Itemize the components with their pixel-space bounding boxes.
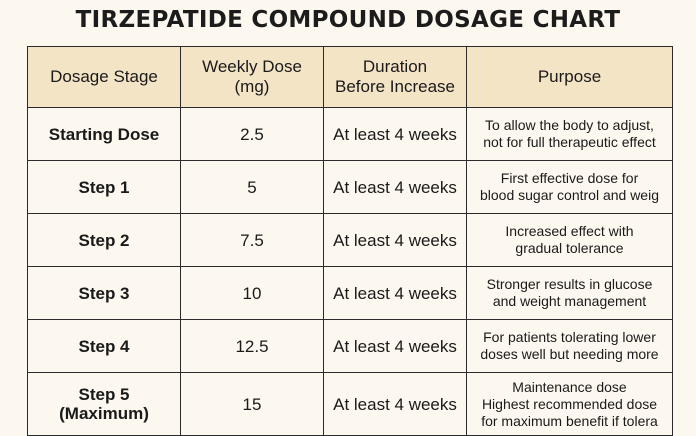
dosage-table: Dosage Stage Weekly Dose (mg) Duration B… (27, 46, 673, 436)
table-row: Step 1 5 At least 4 weeks First effectiv… (27, 160, 673, 214)
header-purpose: Purpose (466, 46, 673, 108)
header-duration: Duration Before Increase (323, 46, 467, 108)
duration-cell: At least 4 weeks (323, 107, 467, 161)
header-dosage-stage: Dosage Stage (27, 46, 181, 108)
table-row: Step 4 12.5 At least 4 weeks For patient… (27, 319, 673, 373)
duration-cell: At least 4 weeks (323, 372, 467, 436)
purpose-cell: Increased effect with gradual tolerance (466, 213, 673, 267)
stage-cell: Starting Dose (27, 107, 181, 161)
chart-title: TIRZEPATIDE COMPOUND DOSAGE CHART (75, 7, 621, 33)
duration-cell: At least 4 weeks (323, 213, 467, 267)
stage-cell: Step 2 (27, 213, 181, 267)
table-row: Step 5 (Maximum) 15 At least 4 weeks Mai… (27, 372, 673, 436)
stage-cell: Step 1 (27, 160, 181, 214)
dose-cell: 2.5 (180, 107, 324, 161)
purpose-cell: First effective dose for blood sugar con… (466, 160, 673, 214)
purpose-cell: Maintenance dose Highest recommended dos… (466, 372, 673, 436)
purpose-cell: To allow the body to adjust, not for ful… (466, 107, 673, 161)
duration-cell: At least 4 weeks (323, 266, 467, 320)
table-row: Step 3 10 At least 4 weeks Stronger resu… (27, 266, 673, 320)
dose-cell: 15 (180, 372, 324, 436)
duration-cell: At least 4 weeks (323, 319, 467, 373)
stage-cell: Step 3 (27, 266, 181, 320)
dose-cell: 5 (180, 160, 324, 214)
header-weekly-dose: Weekly Dose (mg) (180, 46, 324, 108)
table-row: Step 2 7.5 At least 4 weeks Increased ef… (27, 213, 673, 267)
duration-cell: At least 4 weeks (323, 160, 467, 214)
dose-cell: 10 (180, 266, 324, 320)
header-row: Dosage Stage Weekly Dose (mg) Duration B… (27, 46, 673, 108)
stage-cell: Step 4 (27, 319, 181, 373)
purpose-cell: Stronger results in glucose and weight m… (466, 266, 673, 320)
table-row: Starting Dose 2.5 At least 4 weeks To al… (27, 107, 673, 161)
dose-cell: 12.5 (180, 319, 324, 373)
dose-cell: 7.5 (180, 213, 324, 267)
purpose-cell: For patients tolerating lower doses well… (466, 319, 673, 373)
stage-cell: Step 5 (Maximum) (27, 372, 181, 436)
